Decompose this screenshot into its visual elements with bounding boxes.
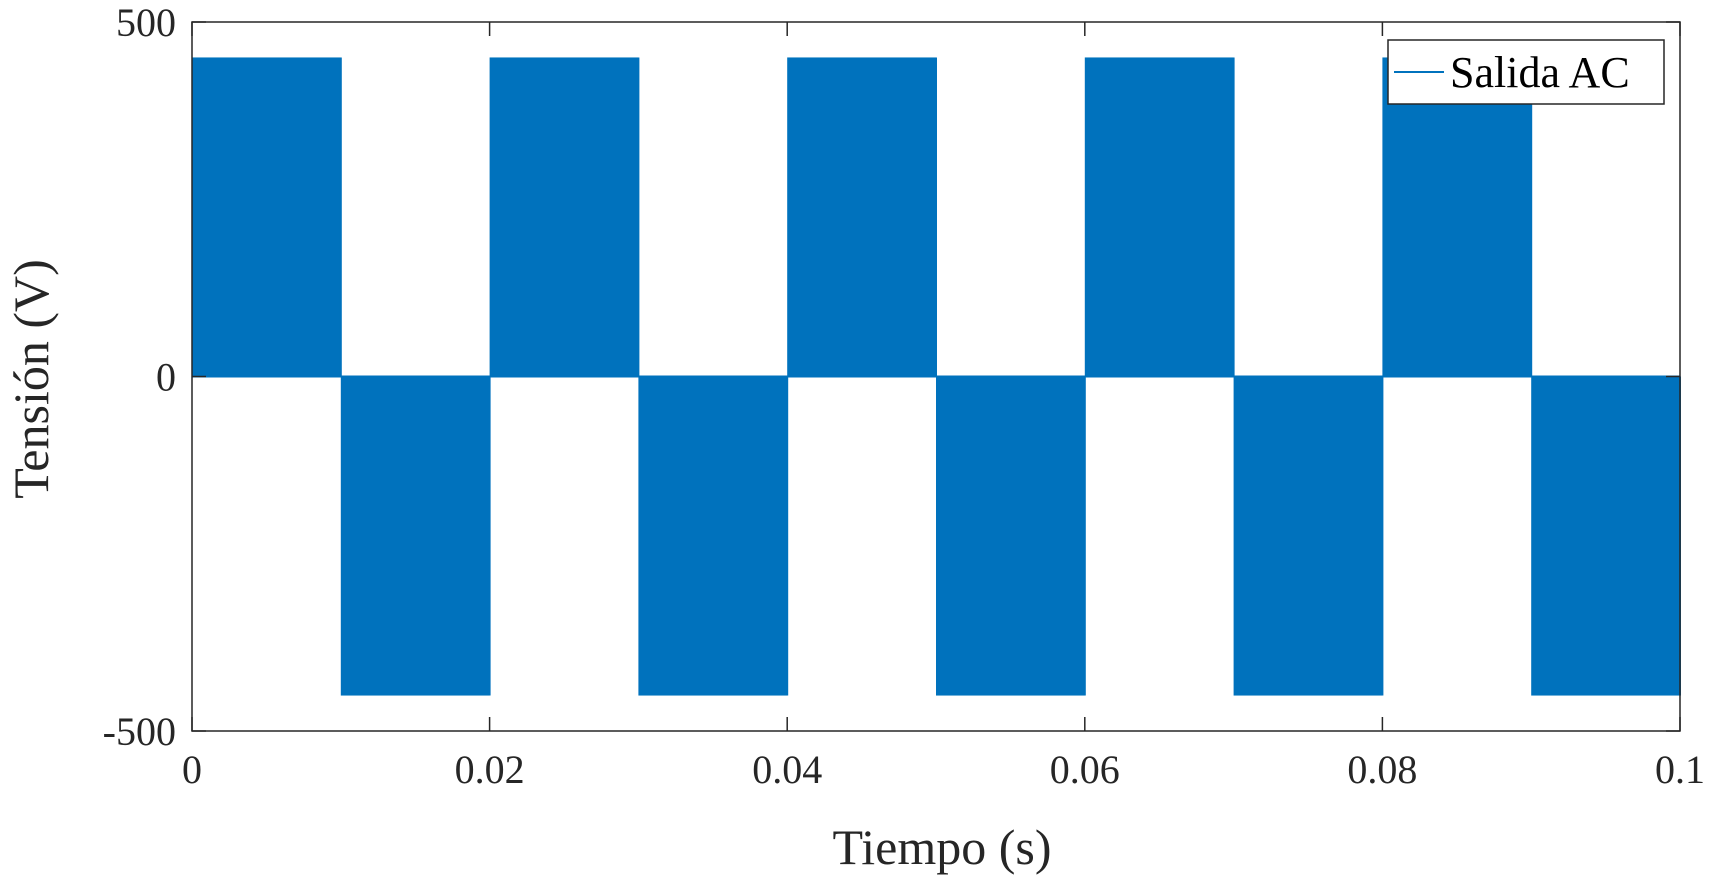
x-tick-label: 0.04 (752, 747, 822, 792)
series-segment (489, 57, 639, 377)
x-tick-label: 0.1 (1655, 747, 1705, 792)
x-tick-label: 0.08 (1347, 747, 1417, 792)
y-tick-label: -500 (103, 709, 176, 754)
x-tick-label: 0.02 (455, 747, 525, 792)
x-axis-label: Tiempo (s) (832, 819, 1051, 875)
y-tick-label: 500 (116, 0, 176, 45)
x-tick-label: 0 (182, 747, 202, 792)
series-segment (638, 376, 788, 696)
plot-area (192, 57, 1681, 696)
series-segment (1382, 57, 1532, 377)
y-tick-label: 0 (156, 355, 176, 400)
y-axis-label: Tensión (V) (3, 259, 59, 499)
series-segment (1084, 57, 1234, 377)
series-segment (192, 57, 341, 377)
series-segment (1233, 376, 1383, 696)
series-segment (787, 57, 936, 377)
x-tick-label: 0.06 (1050, 747, 1120, 792)
series-segment (1531, 376, 1680, 696)
legend: Salida AC (1387, 39, 1665, 105)
legend-label: Salida AC (1450, 48, 1630, 97)
series-segment (936, 376, 1085, 696)
series-segment (340, 376, 490, 696)
